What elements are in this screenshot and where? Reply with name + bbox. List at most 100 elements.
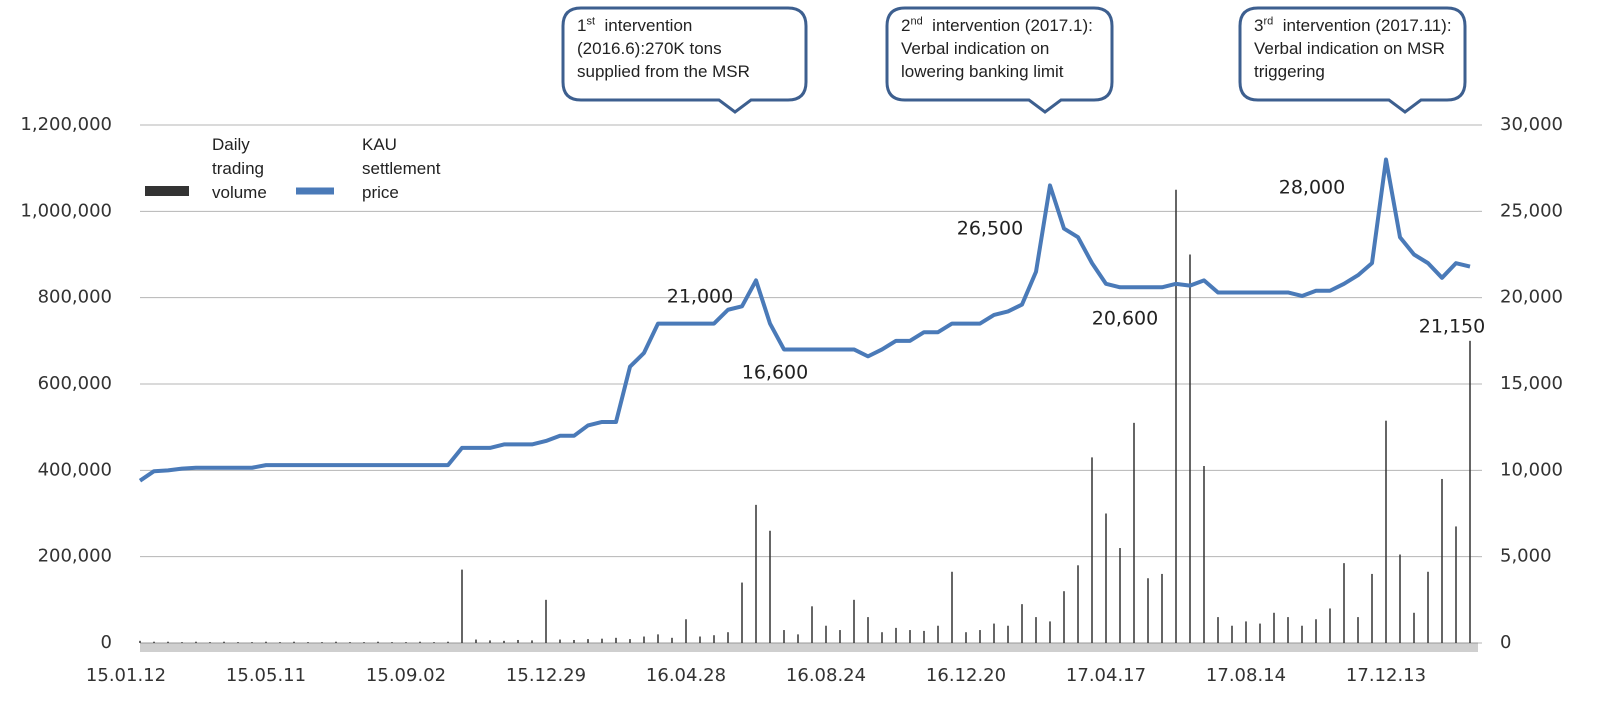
bar	[1273, 612, 1275, 643]
y2-tick-label: 0	[1500, 632, 1511, 653]
y2-tick-label: 15,000	[1500, 373, 1563, 394]
y-tick-label: 400,000	[38, 459, 112, 480]
y2-tick-label: 25,000	[1500, 200, 1563, 221]
callout-line-text: intervention	[604, 16, 693, 35]
callout-text: 3rd intervention (2017.11): Verbal indica…	[1254, 14, 1459, 83]
callout-box	[1238, 6, 1467, 114]
bar	[573, 639, 575, 643]
bar	[1119, 548, 1121, 643]
bar	[209, 642, 211, 643]
callout-suffix: nd	[910, 15, 923, 28]
bar	[153, 641, 155, 643]
callout-line: supplied from the MSR	[577, 60, 800, 83]
bar	[741, 582, 743, 643]
x-axis-band	[140, 643, 1478, 652]
bar	[1413, 612, 1415, 643]
price-line	[138, 157, 1471, 483]
y2-tick-label: 20,000	[1500, 287, 1563, 308]
bar	[237, 642, 239, 643]
bar	[937, 625, 939, 643]
callout-line-text: intervention (2017.1):	[932, 16, 1093, 35]
y-tick-label: 600,000	[38, 373, 112, 394]
bar	[489, 640, 491, 643]
annotation: 21,000	[667, 286, 733, 308]
callout-ordinal: 3	[1254, 16, 1264, 35]
callout-box	[885, 6, 1114, 114]
bar	[1133, 422, 1135, 643]
bar	[265, 641, 267, 643]
bar	[1357, 617, 1359, 643]
bar	[979, 630, 981, 643]
bar	[1455, 526, 1457, 643]
bar	[1399, 554, 1401, 643]
y-tick-label: 0	[101, 632, 112, 653]
bar	[643, 636, 645, 643]
bar	[1049, 621, 1051, 643]
bar	[1231, 625, 1233, 643]
callout-box	[561, 6, 808, 114]
callout-line-text: (2016.6):270K tons	[577, 39, 722, 58]
bar	[951, 571, 953, 643]
x-tick-label: 17.08.14	[1206, 665, 1286, 686]
callout-line-text: supplied from the MSR	[577, 62, 750, 81]
callout-ordinal: 1	[577, 16, 587, 35]
bar	[629, 639, 631, 643]
bar	[321, 642, 323, 643]
bar	[699, 636, 701, 643]
callout-line: 1st intervention	[577, 14, 800, 37]
callout-line: 3rd intervention (2017.11):	[1254, 14, 1459, 37]
x-tick-label: 15.01.12	[86, 665, 166, 686]
bar	[895, 627, 897, 643]
bar	[447, 641, 449, 643]
bar	[1329, 608, 1331, 643]
bar	[1287, 617, 1289, 643]
x-tick-label: 15.09.02	[366, 665, 446, 686]
callout-line-text: Verbal indication on	[901, 39, 1050, 58]
y-tick-label: 800,000	[38, 287, 112, 308]
y2-tick-label: 10,000	[1500, 459, 1563, 480]
bar	[909, 630, 911, 643]
bar	[1469, 340, 1471, 643]
bar	[1427, 571, 1429, 643]
bar	[503, 640, 505, 643]
bar	[1217, 617, 1219, 643]
callout-line: triggering	[1254, 60, 1459, 83]
x-tick-label: 16.08.24	[786, 665, 866, 686]
bar	[853, 599, 855, 643]
bar	[139, 640, 141, 643]
bar	[1091, 457, 1093, 643]
bar	[923, 630, 925, 643]
bar	[195, 641, 197, 643]
bar	[1315, 619, 1317, 643]
callout-ordinal: 2	[901, 16, 911, 35]
bar	[797, 634, 799, 643]
bar	[713, 635, 715, 643]
y-tick-label: 1,000,000	[20, 200, 112, 221]
bar	[419, 641, 421, 643]
annotation: 26,500	[957, 218, 1023, 240]
annotation: 28,000	[1279, 177, 1345, 199]
bar	[405, 642, 407, 643]
x-tick-label: 15.12.29	[506, 665, 586, 686]
bar	[461, 569, 463, 643]
bar	[1385, 420, 1387, 643]
bar	[1007, 625, 1009, 643]
bar	[601, 638, 603, 643]
callout-line: Verbal indication on MSR	[1254, 37, 1459, 60]
bar	[1035, 617, 1037, 643]
bar	[559, 639, 561, 643]
bar	[181, 642, 183, 643]
bar	[881, 632, 883, 643]
annotation: 21,150	[1419, 316, 1485, 338]
bar	[965, 632, 967, 643]
callout-line-text: Verbal indication on MSR	[1254, 39, 1445, 58]
callout-line: 2nd intervention (2017.1):	[901, 14, 1106, 37]
x-tick-label: 17.04.17	[1066, 665, 1146, 686]
y-tick-label: 200,000	[38, 546, 112, 567]
bar	[223, 641, 225, 643]
bar	[755, 504, 757, 643]
bar	[867, 617, 869, 643]
legend-label: Daily trading volume	[212, 135, 267, 202]
bar	[1021, 604, 1023, 643]
